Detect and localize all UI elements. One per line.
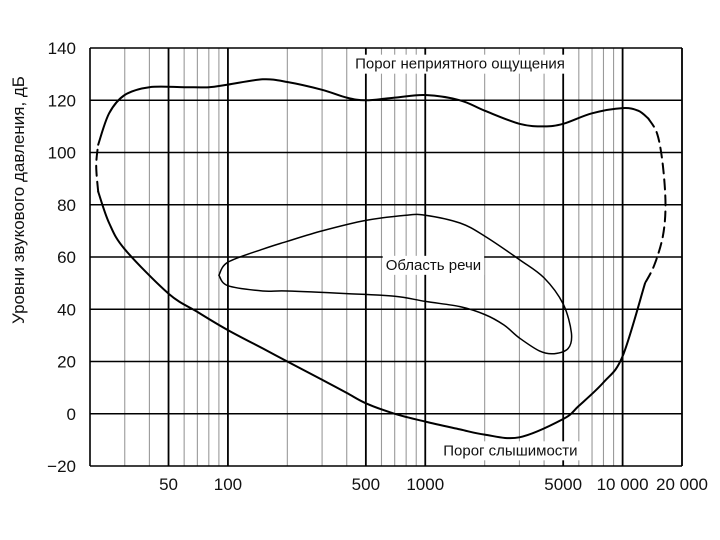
- curve-discomfort-dashed: [644, 117, 667, 285]
- y-tick-label: 60: [57, 248, 76, 267]
- annotation-background: [382, 255, 485, 275]
- y-tick-label: 20: [57, 353, 76, 372]
- annotation-label: Область речи: [386, 257, 481, 274]
- y-tick-label: −20: [47, 457, 76, 476]
- y-tick-label: 120: [48, 91, 76, 110]
- x-tick-label: 20 000: [656, 475, 708, 494]
- horizontal-grid: [90, 47, 682, 467]
- annotation-label: Порог слышимости: [443, 442, 577, 459]
- y-tick-label: 0: [67, 405, 76, 424]
- curve-discomfort: [97, 78, 650, 146]
- y-tick-label: 140: [48, 39, 76, 58]
- annotation-background: [352, 54, 568, 74]
- y-tick-label: 80: [57, 196, 76, 215]
- x-tick-labels: 50 100 500 1000 5000 10 000 20 000: [159, 475, 708, 494]
- x-tick-label: 10 000: [597, 475, 649, 494]
- x-tick-label: 50: [159, 475, 178, 494]
- y-axis-label: Уровни звукового давления, дБ: [9, 76, 28, 324]
- curve-speech: [218, 213, 573, 355]
- x-tick-label: 5000: [544, 475, 582, 494]
- x-tick-label: 100: [214, 475, 242, 494]
- y-tick-labels: −20 0 20 40 60 80 100 120 140: [47, 39, 76, 476]
- annotations: Порог неприятного ощущения Область речи По…: [352, 54, 581, 461]
- curve-threshold: [97, 190, 647, 440]
- y-tick-label: 100: [48, 144, 76, 163]
- curve-threshold-dashed: [95, 143, 100, 193]
- annotation-label: Порог неприятного ощущения: [355, 56, 565, 73]
- annotation-background: [440, 441, 581, 461]
- x-tick-label: 1000: [406, 475, 444, 494]
- x-tick-label: 500: [352, 475, 380, 494]
- y-tick-label: 40: [57, 300, 76, 319]
- curves: [95, 78, 667, 440]
